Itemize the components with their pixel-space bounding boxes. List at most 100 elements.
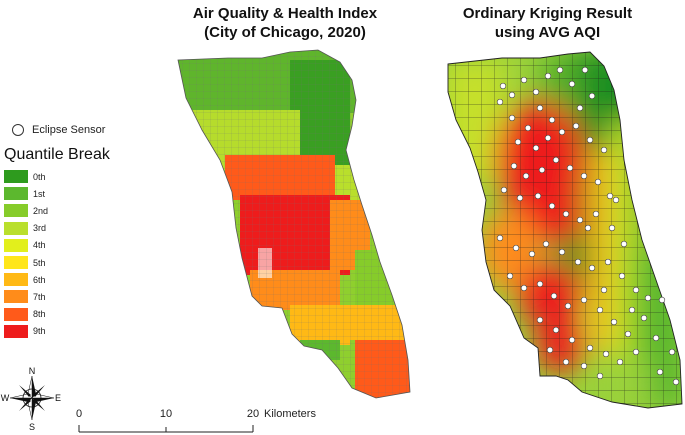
legend-label: 1st	[33, 188, 46, 199]
compass-rose-icon: N S E W	[1, 366, 61, 432]
sensor-marker	[568, 80, 576, 88]
sensor-marker	[576, 104, 584, 112]
sensor-marker	[536, 104, 544, 112]
scale-bar: 0 10 20 Kilometers	[76, 408, 316, 433]
sensor-marker	[558, 248, 566, 256]
sensor-marker	[522, 172, 530, 180]
sensor-marker	[544, 134, 552, 142]
sensor-marker	[608, 224, 616, 232]
legend-item-6th: 6th	[4, 271, 110, 288]
sensor-marker	[510, 162, 518, 170]
legend-swatch	[4, 256, 28, 270]
legend-sensor-entry: Eclipse Sensor	[12, 124, 110, 136]
left-map-title: Air Quality & Health Index (City of Chic…	[160, 4, 410, 42]
legend-swatch	[4, 238, 28, 252]
legend-label: 0th	[33, 171, 46, 182]
left-map-outline	[177, 49, 411, 399]
legend-item-2nd: 2nd	[4, 202, 110, 219]
sensor-marker	[499, 82, 507, 90]
sensor-marker	[506, 272, 514, 280]
sensor-marker	[581, 66, 589, 74]
sensor-marker	[580, 172, 588, 180]
sensor-marker	[550, 292, 558, 300]
sensor-marker	[496, 98, 504, 106]
sensor-marker	[600, 146, 608, 154]
sensor-marker	[558, 128, 566, 136]
sensor-marker	[544, 72, 552, 80]
sensor-marker	[566, 164, 574, 172]
legend-label: 8th	[33, 309, 46, 320]
sensor-marker	[514, 138, 522, 146]
legend-label: 6th	[33, 274, 46, 285]
sensor-marker	[508, 91, 516, 99]
scale-tick-20: 20	[247, 408, 259, 420]
sensor-marker	[564, 302, 572, 310]
sensor-marker	[668, 348, 676, 356]
legend-label: 3rd	[33, 223, 47, 234]
sensor-marker	[546, 346, 554, 354]
sensor-marker	[548, 202, 556, 210]
sensor-marker	[562, 358, 570, 366]
sensor-marker	[532, 144, 540, 152]
sensor-marker	[592, 210, 600, 218]
compass-west: W	[1, 393, 10, 403]
sensor-marker	[588, 92, 596, 100]
sensor-marker	[594, 178, 602, 186]
sensor-marker	[618, 272, 626, 280]
sensor-marker	[580, 296, 588, 304]
right-title-line1: Ordinary Kriging Result	[462, 5, 633, 22]
sensor-marker	[602, 350, 610, 358]
sensor-marker	[604, 258, 612, 266]
sensor-marker	[536, 280, 544, 288]
sensor-marker	[588, 264, 596, 272]
sensor-marker	[536, 316, 544, 324]
legend-swatch	[4, 307, 28, 321]
legend-item-0th: 0th	[4, 168, 110, 185]
sensor-marker	[562, 210, 570, 218]
sensor-marker	[624, 330, 632, 338]
sensor-marker	[524, 124, 532, 132]
sensor-marker	[532, 88, 540, 96]
sensor-marker	[644, 294, 652, 302]
legend-item-5th: 5th	[4, 254, 110, 271]
sensor-marker	[576, 216, 584, 224]
legend-item-7th: 7th	[4, 288, 110, 305]
compass-east: E	[55, 393, 61, 403]
sensor-label: Eclipse Sensor	[32, 124, 106, 136]
sensor-marker	[516, 194, 524, 202]
sensor-marker	[548, 116, 556, 124]
sensor-marker	[580, 362, 588, 370]
left-map-aqhi	[178, 50, 410, 398]
sensor-marker	[632, 286, 640, 294]
compass-south: S	[29, 422, 35, 432]
sensor-marker	[534, 192, 542, 200]
sensor-marker	[542, 240, 550, 248]
scale-tick-10: 10	[160, 408, 172, 420]
legend-item-1st: 1st	[4, 185, 110, 202]
legend-swatch	[4, 290, 28, 304]
scale-unit: Kilometers	[264, 408, 316, 420]
sensor-marker	[496, 234, 504, 242]
legend-label: 7th	[33, 291, 46, 302]
sensor-marker	[520, 284, 528, 292]
sensor-marker	[512, 244, 520, 252]
sensor-marker	[584, 224, 592, 232]
legend-swatch	[4, 170, 28, 184]
sensor-marker	[640, 314, 648, 322]
legend-item-4th: 4th	[4, 237, 110, 254]
sensor-marker	[612, 196, 620, 204]
left-title-line2: (City of Chicago, 2020)	[204, 24, 366, 41]
legend-label: 5th	[33, 257, 46, 268]
sensor-marker	[528, 250, 536, 258]
right-title-line2: using AVG AQI	[494, 24, 601, 41]
sensor-marker	[656, 368, 664, 376]
legend-swatch	[4, 221, 28, 235]
sensor-markers	[496, 66, 680, 386]
sensor-marker	[600, 286, 608, 294]
sensor-circle-icon	[12, 124, 24, 136]
legend-item-8th: 8th	[4, 306, 110, 323]
sensor-marker	[572, 122, 580, 130]
sensor-marker	[508, 114, 516, 122]
sensor-marker	[538, 166, 546, 174]
